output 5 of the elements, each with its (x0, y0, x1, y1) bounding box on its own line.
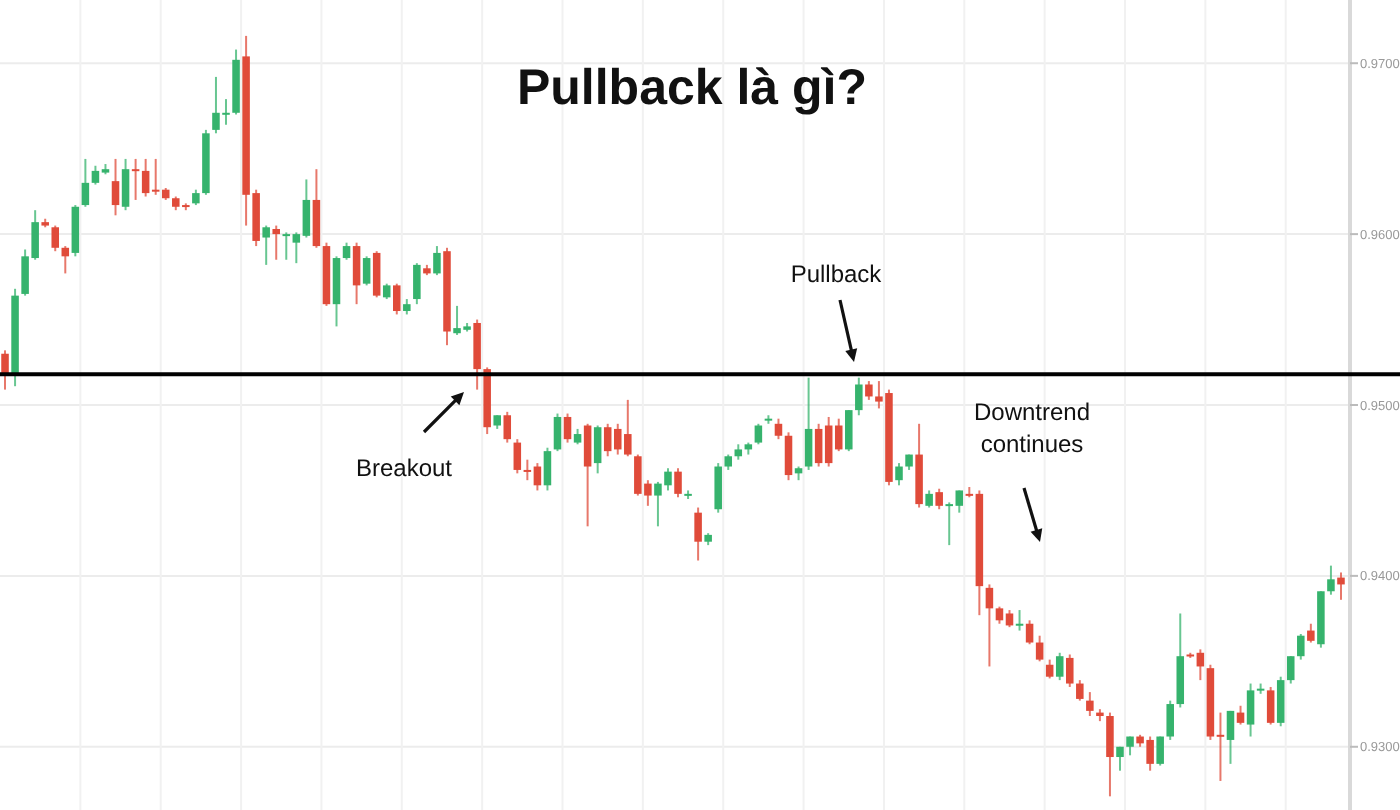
annotation: Breakout (355, 454, 454, 482)
annotation: Downtrend continues (973, 398, 1091, 458)
candlestick (41, 217, 49, 229)
annotation: Pullback (790, 260, 884, 288)
text: Pullback là gì? (516, 60, 868, 116)
